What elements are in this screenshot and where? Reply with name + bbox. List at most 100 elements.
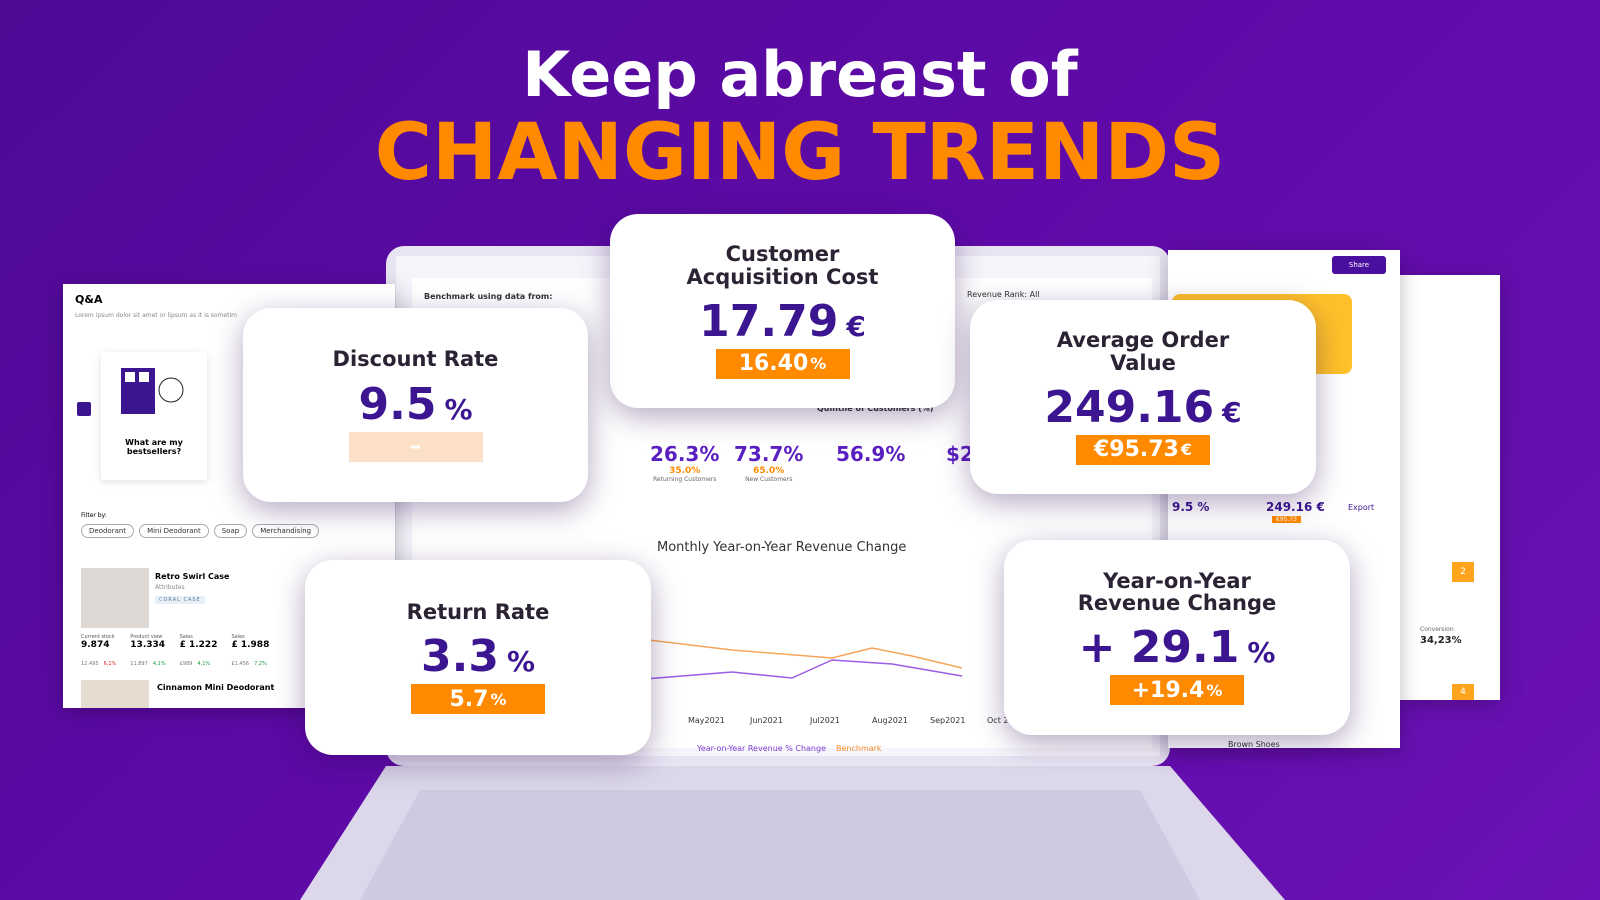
- product-name: Brown Shoes: [1228, 740, 1280, 749]
- stat-value: 9.874: [81, 640, 110, 650]
- x-label: Jun2021: [750, 716, 783, 725]
- badge-value: €95.73: [1093, 437, 1179, 463]
- conversion-label: Conversion: [1420, 626, 1454, 633]
- mini-value: 249.16 €: [1266, 500, 1325, 514]
- mini-value: 9.5 %: [1172, 500, 1210, 514]
- kpi-value: 3.3: [420, 631, 499, 683]
- x-label: Oct 2: [987, 716, 1009, 725]
- x-label: Jul2021: [810, 716, 841, 725]
- question-card[interactable]: What are my bestsellers?: [101, 352, 207, 480]
- stat-change: 4,1%: [197, 661, 211, 667]
- side-panel: [1400, 275, 1500, 700]
- product-stats: Current stock 9.874 12.495 6,1% Product vi…: [81, 634, 269, 669]
- legend-entry: Year-on-Year Revenue % Change: [697, 744, 826, 753]
- kpi-title: Customer Acquisition Cost: [686, 242, 879, 289]
- product-image: [81, 680, 149, 708]
- filters: Deodorant Mini Deodorant Soap Merchandising: [81, 524, 324, 538]
- kpi-value: + 29.1: [1078, 622, 1240, 674]
- attributes-label: Attributes: [155, 584, 185, 591]
- badge-unit: %: [810, 354, 827, 374]
- kpi-value: 17.79: [699, 295, 839, 347]
- stat: Sales £ 1.988 £1.456 7,2%: [231, 634, 269, 669]
- revenue-rank: Revenue Rank: All: [967, 290, 1040, 299]
- chart-title: Monthly Year-on-Year Revenue Change: [657, 540, 907, 555]
- kpi-title: Discount Rate: [332, 347, 499, 372]
- stat-value: £ 1.988: [231, 640, 270, 650]
- kpi-card: Year-on-Year Revenue Change + 29.1% +19.…: [1004, 540, 1350, 735]
- kpi-value: 9.5: [358, 378, 437, 430]
- metric-value: $2: [946, 442, 974, 466]
- kpi-card: Return Rate 3.3% 5.7%: [305, 560, 651, 755]
- kpi-value-row: 17.79 €: [699, 296, 866, 347]
- kpi-card: Discount Rate 9.5% –: [243, 308, 588, 502]
- stat: Product view 13.334 11.897 4,1%: [130, 634, 165, 669]
- kpi-value-row: 3.3%: [421, 631, 535, 682]
- kpi-value-row: 249.16 €: [1044, 382, 1241, 433]
- filter-chip[interactable]: Deodorant: [81, 524, 135, 538]
- stat-label: Sales: [231, 634, 245, 640]
- kpi-unit: €: [1222, 395, 1242, 429]
- headline-highlight: CHANGING TRENDS: [374, 108, 1226, 198]
- stat-value: £ 1.222: [179, 640, 218, 650]
- metric-label: New Customers: [745, 476, 793, 483]
- kpi-title: Average Order Value: [1056, 328, 1230, 375]
- metric-value: 73.7%: [734, 442, 804, 466]
- kpi-badge: –: [348, 431, 483, 462]
- product-image: [81, 568, 149, 628]
- badge-unit: €: [1180, 440, 1193, 460]
- filter-chip[interactable]: Merchandising: [252, 524, 320, 538]
- filter-chip[interactable]: Mini Deodorant: [139, 524, 209, 538]
- filter-label: Filter by:: [81, 512, 107, 519]
- conversion-value: 34,23%: [1420, 635, 1462, 646]
- metric-benchmark: 65.0%: [753, 466, 785, 476]
- prev-button[interactable]: [77, 402, 91, 416]
- kpi-card: Customer Acquisition Cost 17.79 € 16.40%: [610, 214, 955, 408]
- metric-value: 56.9%: [836, 442, 906, 466]
- question-text: What are my bestsellers?: [125, 438, 183, 456]
- mini-badge: €95.73: [1272, 516, 1301, 523]
- metric-value: 26.3%: [650, 442, 720, 466]
- stat-change: 4,1%: [152, 661, 166, 667]
- qa-subtitle: Lorem ipsum dolor sit amet or lipsum as …: [75, 312, 237, 319]
- attribute-tag: CORAL CASE: [155, 596, 205, 604]
- kpi-unit: %: [444, 392, 473, 426]
- rank-badge: 4: [1452, 684, 1474, 700]
- kpi-unit: %: [1247, 636, 1276, 670]
- legend-entry: Benchmark: [836, 744, 882, 753]
- kpi-card: Average Order Value 249.16 € €95.73 €: [970, 300, 1316, 494]
- stat-prev: 12.495: [81, 661, 99, 667]
- kpi-title: Return Rate: [406, 599, 550, 624]
- x-label: Sep2021: [930, 716, 966, 725]
- illustration: [121, 368, 184, 414]
- kpi-value-row: + 29.1%: [1079, 622, 1276, 673]
- filter-chip[interactable]: Soap: [213, 524, 248, 538]
- kpi-unit: %: [506, 645, 535, 679]
- share-button[interactable]: Share: [1332, 256, 1386, 274]
- benchmark-label: Benchmark using data from:: [424, 292, 553, 301]
- badge-value: +19.4: [1131, 677, 1205, 703]
- line-chart: [632, 637, 963, 681]
- kpi-badge: +19.4%: [1110, 675, 1244, 706]
- qa-title: Q&A: [75, 293, 103, 306]
- stat-label: Sales: [179, 634, 193, 640]
- stat-prev: 11.897: [130, 661, 148, 667]
- badge-unit: %: [490, 689, 507, 709]
- stat-prev: £1.456: [231, 661, 249, 667]
- kpi-badge: 5.7%: [411, 684, 545, 715]
- stat-value: 13.334: [130, 640, 166, 650]
- export-button[interactable]: Export: [1348, 503, 1375, 512]
- stat-change: 6,1%: [103, 661, 117, 667]
- product-name: Cinnamon Mini Deodorant: [157, 683, 275, 692]
- stat-change: 7,2%: [254, 661, 267, 667]
- stat-label: Current stock: [81, 634, 115, 640]
- kpi-badge: €95.73 €: [1076, 434, 1210, 465]
- badge-value: 5.7: [449, 686, 489, 712]
- x-label: Aug2021: [872, 716, 908, 725]
- kpi-title: Year-on-Year Revenue Change: [1077, 568, 1277, 615]
- kpi-value: 249.16: [1044, 381, 1215, 433]
- quintile-label: Quintile of Customers (%): [817, 404, 934, 413]
- badge-value: 16.40: [738, 351, 809, 377]
- headline: Keep abreast of: [522, 38, 1078, 111]
- metric-benchmark: 35.0%: [669, 466, 701, 476]
